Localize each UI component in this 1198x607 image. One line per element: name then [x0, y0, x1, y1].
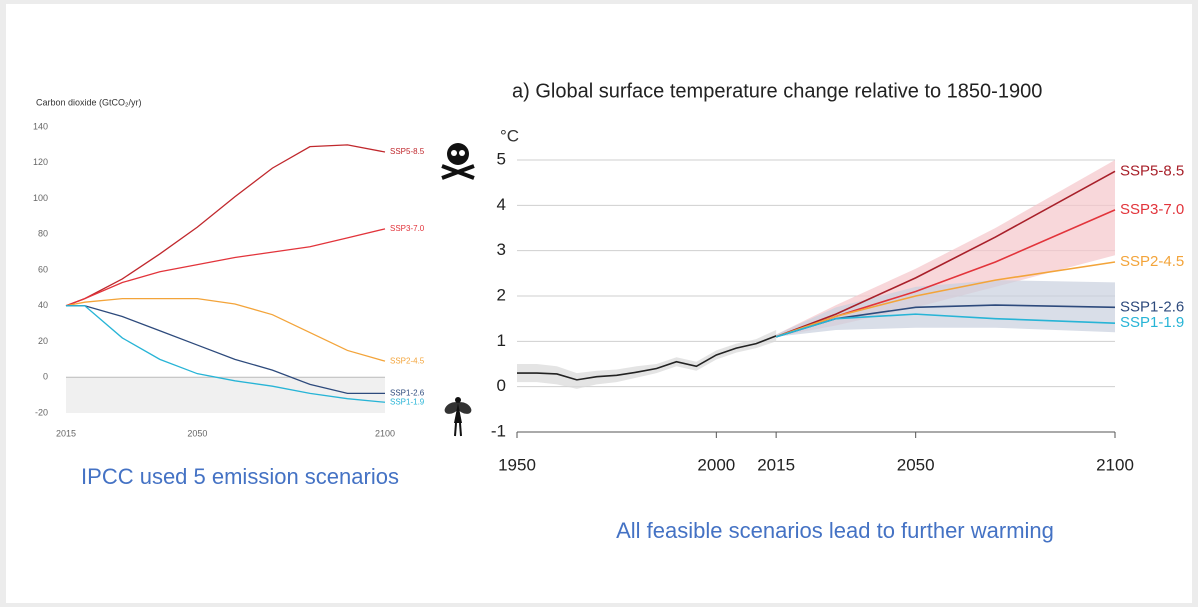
y-tick-label: 4 [497, 195, 506, 214]
x-tick-label: 2100 [1096, 455, 1134, 474]
uncertainty-band [776, 160, 1115, 337]
skull-icon [441, 143, 475, 180]
series-line [775, 170, 1116, 338]
y-tick-label: 5 [497, 149, 506, 168]
series-line [775, 313, 1116, 338]
x-tick-label: 2000 [697, 455, 735, 474]
y-tick-label: 20 [38, 336, 48, 346]
x-tick-label: 2050 [187, 428, 207, 438]
series-label: SSP5-8.5 [1120, 162, 1184, 179]
y-tick-label: -1 [491, 421, 506, 440]
x-tick-label: 2015 [757, 455, 795, 474]
y-tick-label: 3 [497, 240, 506, 259]
caption: IPCC used 5 emission scenarios [81, 464, 399, 489]
series-label: SSP1-1.9 [1120, 314, 1184, 331]
y-tick-label: 120 [33, 157, 48, 167]
series-line [66, 305, 385, 394]
series-label: SSP1-2.6 [390, 388, 425, 397]
y-axis-label: °C [500, 126, 519, 145]
x-tick-label: 2050 [897, 455, 935, 474]
series-label: SSP3-7.0 [1120, 201, 1184, 218]
y-tick-label: 100 [33, 193, 48, 203]
y-tick-label: 40 [38, 300, 48, 310]
series-line [65, 297, 386, 362]
series-line [65, 228, 386, 307]
chart-title: a) Global surface temperature change rel… [512, 80, 1042, 102]
x-tick-label: 2100 [375, 428, 395, 438]
y-tick-label: 60 [38, 264, 48, 274]
series-label: SSP1-1.9 [390, 397, 425, 406]
y-tick-label: 1 [497, 331, 506, 350]
series-label: SSP1-2.6 [1120, 298, 1184, 315]
y-tick-label: 80 [38, 229, 48, 239]
y-tick-label: 0 [497, 376, 506, 395]
uncertainty-band [776, 280, 1115, 337]
series-label: SSP3-7.0 [390, 224, 425, 233]
negative-region [66, 377, 385, 413]
y-axis-label: Carbon dioxide (GtCO₂/yr) [36, 97, 142, 107]
y-tick-label: 140 [33, 121, 48, 131]
series-line [65, 144, 386, 307]
series-line [517, 335, 777, 381]
y-tick-label: 0 [43, 372, 48, 382]
series-line [66, 305, 386, 403]
x-tick-label: 1950 [498, 455, 536, 474]
x-tick-label: 2015 [56, 428, 76, 438]
series-line [775, 261, 1116, 338]
y-tick-label: 2 [497, 285, 506, 304]
caption: All feasible scenarios lead to further w… [616, 518, 1054, 543]
series-label: SSP5-8.5 [390, 147, 425, 156]
series-label: SSP2-4.5 [1120, 253, 1184, 270]
fairy-icon [444, 397, 472, 437]
series-label: SSP2-4.5 [390, 356, 425, 365]
uncertainty-band [517, 330, 777, 389]
y-tick-label: -20 [35, 407, 48, 417]
